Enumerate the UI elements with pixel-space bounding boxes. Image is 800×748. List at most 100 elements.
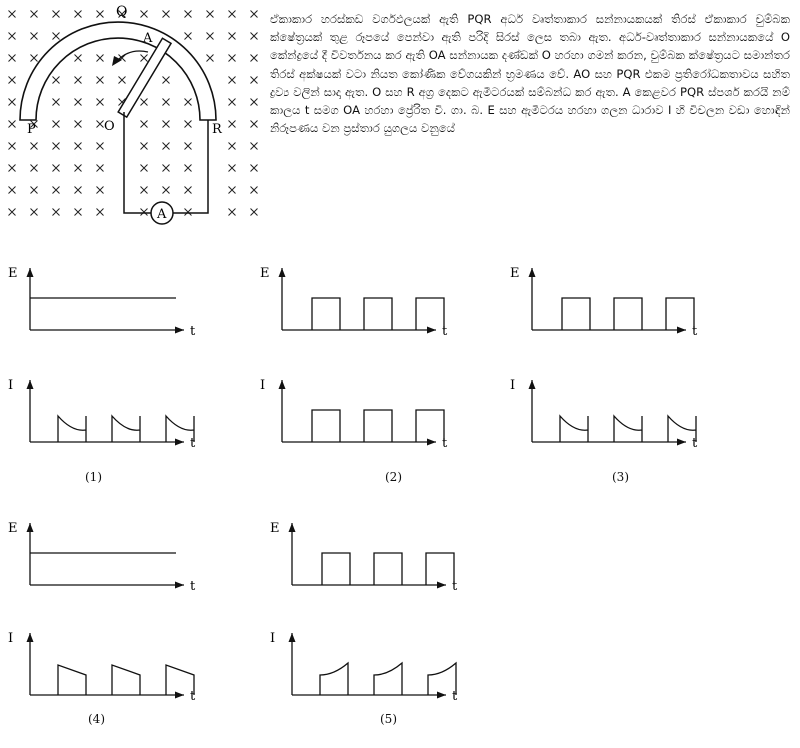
field-cross <box>162 98 170 106</box>
y-axis-label: I <box>270 631 275 646</box>
field-cross <box>184 186 192 194</box>
field-cross <box>52 120 60 128</box>
t-axis-label: t <box>452 579 458 594</box>
field-cross <box>250 32 258 40</box>
question-text: ඒකාකාර හරස්කඩ වර්ගඵලයක් ඇති PQR අර්ධ වෘත… <box>270 12 790 136</box>
y-axis-arrowhead <box>278 380 286 389</box>
field-cross <box>96 164 104 172</box>
field-cross <box>96 120 104 128</box>
field-cross <box>8 208 16 216</box>
field-cross <box>162 142 170 150</box>
field-cross <box>118 10 126 18</box>
field-cross <box>30 54 38 62</box>
y-axis-label: E <box>260 266 270 281</box>
y-axis-label: E <box>8 266 18 281</box>
option-5-label: (5) <box>380 712 397 726</box>
field-cross <box>184 208 192 216</box>
x-axis-arrowhead <box>175 438 184 446</box>
option-1-i-graph: It <box>8 378 196 451</box>
field-cross <box>52 208 60 216</box>
y-axis-arrowhead <box>278 268 286 277</box>
option-2-e-graph: Et <box>260 266 448 339</box>
field-cross <box>228 142 236 150</box>
field-cross <box>228 164 236 172</box>
field-cross <box>30 10 38 18</box>
field-cross <box>250 186 258 194</box>
y-axis-arrowhead <box>288 633 296 642</box>
field-cross <box>8 32 16 40</box>
field-cross <box>162 76 170 84</box>
field-cross <box>228 120 236 128</box>
t-axis-label: t <box>692 436 698 451</box>
field-cross <box>74 186 82 194</box>
field-cross <box>96 98 104 106</box>
field-cross <box>184 164 192 172</box>
rotation-arrowhead <box>112 56 122 66</box>
field-cross <box>52 98 60 106</box>
field-cross <box>96 208 104 216</box>
field-cross <box>52 32 60 40</box>
rotation-arrow <box>117 50 149 61</box>
field-cross <box>228 54 236 62</box>
x-axis-arrowhead <box>175 691 184 699</box>
field-cross <box>8 76 16 84</box>
y-axis-arrowhead <box>528 268 536 277</box>
field-cross <box>140 164 148 172</box>
field-cross <box>206 10 214 18</box>
field-cross <box>184 32 192 40</box>
y-axis-label: I <box>8 631 13 646</box>
field-cross <box>8 10 16 18</box>
y-axis-label: I <box>260 378 265 393</box>
label-a: A <box>142 31 153 46</box>
field-cross <box>96 10 104 18</box>
label-q: Q <box>116 4 127 20</box>
t-axis-label: t <box>442 324 448 339</box>
field-cross <box>228 32 236 40</box>
field-cross <box>74 54 82 62</box>
label-p: P <box>27 122 36 137</box>
option-4-i-graph: It <box>8 631 196 704</box>
field-cross <box>30 186 38 194</box>
field-cross <box>8 98 16 106</box>
t-axis-label: t <box>442 436 448 451</box>
waveform <box>319 661 457 695</box>
field-cross <box>30 32 38 40</box>
waveform <box>559 414 697 442</box>
field-cross <box>52 164 60 172</box>
field-cross <box>96 76 104 84</box>
t-axis-label: t <box>190 689 196 704</box>
option-5-i-graph: It <box>270 631 458 704</box>
waveform <box>311 297 445 330</box>
wire-from-r <box>173 120 209 214</box>
field-cross <box>30 120 38 128</box>
field-cross <box>206 54 214 62</box>
x-axis-arrowhead <box>427 438 436 446</box>
field-cross <box>184 142 192 150</box>
circuit-figure: Q A P O R A <box>8 4 258 225</box>
field-cross <box>228 76 236 84</box>
waveform <box>321 552 455 585</box>
field-cross <box>52 186 60 194</box>
field-cross <box>74 142 82 150</box>
t-axis-label: t <box>692 324 698 339</box>
field-cross <box>74 208 82 216</box>
t-axis-label: t <box>452 689 458 704</box>
field-cross <box>74 76 82 84</box>
option-1-label: (1) <box>85 470 102 484</box>
field-cross <box>162 164 170 172</box>
field-cross <box>140 54 148 62</box>
field-cross <box>250 164 258 172</box>
field-cross <box>74 120 82 128</box>
option-5-e-graph: Et <box>270 521 458 594</box>
x-axis-arrowhead <box>677 438 686 446</box>
x-axis-arrowhead <box>427 326 436 334</box>
y-axis-label: E <box>270 521 280 536</box>
field-cross <box>8 142 16 150</box>
field-cross <box>162 120 170 128</box>
field-cross <box>52 76 60 84</box>
x-axis-arrowhead <box>437 691 446 699</box>
t-axis-label: t <box>190 436 196 451</box>
label-o: O <box>104 119 115 134</box>
y-axis-label: E <box>8 521 18 536</box>
option-3-e-graph: Et <box>510 266 698 339</box>
